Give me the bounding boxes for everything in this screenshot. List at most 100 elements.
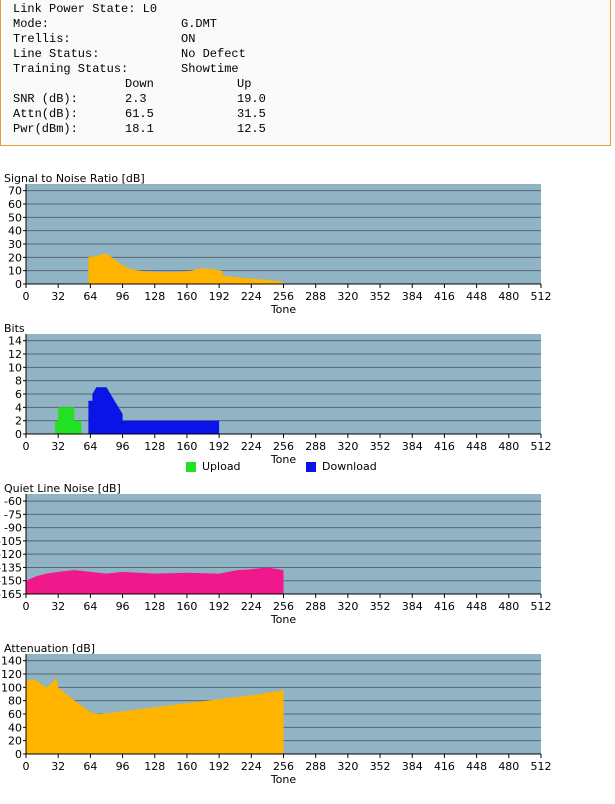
- y-tick-label: 0: [15, 428, 22, 441]
- noise-chart-title: Quiet Line Noise [dB]: [4, 482, 121, 495]
- metric-label: Pwr(dBm):: [13, 122, 78, 136]
- x-tick-label: 256: [273, 760, 294, 773]
- y-tick-label: -75: [4, 508, 22, 521]
- status-label: Link Power State: L0: [13, 2, 158, 16]
- x-tick-label: 320: [337, 760, 358, 773]
- x-tick-label: 416: [434, 290, 455, 303]
- y-tick-label: 10: [8, 361, 22, 374]
- x-axis-label: Tone: [270, 453, 297, 466]
- x-tick-label: 0: [23, 290, 30, 303]
- x-tick-label: 256: [273, 290, 294, 303]
- x-tick-label: 32: [51, 440, 65, 453]
- status-label: Training Status:: [13, 62, 129, 76]
- x-tick-label: 384: [402, 290, 423, 303]
- series-area: [88, 253, 284, 284]
- x-tick-label: 128: [144, 600, 165, 613]
- x-tick-label: 96: [116, 600, 130, 613]
- y-tick-label: 0: [15, 278, 22, 291]
- x-tick-label: 64: [83, 760, 97, 773]
- series-area: [26, 677, 284, 754]
- x-axis-label: Tone: [270, 613, 297, 626]
- y-tick-label: 6: [15, 388, 22, 401]
- x-tick-label: 224: [241, 290, 262, 303]
- metric-up: 12.5: [237, 122, 266, 136]
- bits-chart-title: Bits: [4, 322, 25, 335]
- y-tick-label: -60: [4, 495, 22, 508]
- x-tick-label: 32: [51, 600, 65, 613]
- metric-down: 18.1: [125, 122, 154, 136]
- series-area: [26, 567, 284, 594]
- y-tick-label: 10: [8, 265, 22, 278]
- x-tick-label: 0: [23, 600, 30, 613]
- x-tick-label: 352: [370, 440, 391, 453]
- x-tick-label: 0: [23, 760, 30, 773]
- x-tick-label: 0: [23, 440, 30, 453]
- y-tick-label: -150: [0, 575, 22, 588]
- x-tick-label: 512: [531, 760, 552, 773]
- metric-up: 31.5: [237, 107, 266, 121]
- status-value: Showtime: [181, 62, 239, 76]
- x-tick-label: 160: [176, 760, 197, 773]
- x-tick-label: 416: [434, 760, 455, 773]
- y-tick-label: 40: [8, 721, 22, 734]
- x-tick-label: 224: [241, 760, 262, 773]
- x-tick-label: 448: [466, 440, 487, 453]
- x-tick-label: 96: [116, 440, 130, 453]
- x-tick-label: 128: [144, 290, 165, 303]
- status-label: Line Status:: [13, 47, 100, 61]
- x-tick-label: 192: [209, 600, 230, 613]
- x-tick-label: 320: [337, 440, 358, 453]
- legend-download-swatch: [306, 461, 316, 472]
- x-tick-label: 352: [370, 600, 391, 613]
- status-value: G.DMT: [181, 17, 218, 31]
- x-tick-label: 480: [498, 600, 519, 613]
- x-tick-label: 288: [305, 760, 326, 773]
- y-tick-label: 80: [8, 695, 22, 708]
- x-tick-label: 512: [531, 440, 552, 453]
- col-down-header: Down: [125, 77, 154, 91]
- snr-chart-title: Signal to Noise Ratio [dB]: [4, 172, 145, 185]
- x-tick-label: 256: [273, 440, 294, 453]
- x-tick-label: 160: [176, 290, 197, 303]
- x-tick-label: 448: [466, 600, 487, 613]
- y-tick-label: 140: [1, 655, 22, 668]
- status-label: Trellis:: [13, 32, 71, 46]
- x-axis-label: Tone: [270, 773, 297, 786]
- status-value: No Defect: [181, 47, 246, 61]
- y-tick-label: -135: [0, 561, 22, 574]
- series-area: [88, 387, 220, 434]
- legend-download-label: Download: [322, 460, 377, 473]
- x-tick-label: 352: [370, 760, 391, 773]
- x-tick-label: 128: [144, 760, 165, 773]
- legend-upload-swatch: [186, 461, 196, 472]
- x-tick-label: 416: [434, 600, 455, 613]
- x-tick-label: 96: [116, 290, 130, 303]
- col-up-header: Up: [237, 77, 252, 91]
- y-tick-label: -165: [0, 588, 22, 601]
- y-tick-label: 20: [8, 735, 22, 748]
- y-tick-label: -120: [0, 548, 22, 561]
- x-axis-label: Tone: [270, 303, 297, 316]
- y-tick-label: 4: [15, 401, 22, 414]
- y-tick-label: -105: [0, 535, 22, 548]
- y-tick-label: 20: [8, 251, 22, 264]
- legend-upload-label: Upload: [202, 460, 241, 473]
- y-tick-label: 12: [8, 348, 22, 361]
- metric-up: 19.0: [237, 92, 266, 106]
- x-tick-label: 192: [209, 290, 230, 303]
- y-tick-label: 40: [8, 225, 22, 238]
- x-tick-label: 384: [402, 440, 423, 453]
- x-tick-label: 512: [531, 290, 552, 303]
- x-tick-label: 32: [51, 290, 65, 303]
- series-area: [55, 407, 82, 434]
- x-tick-label: 96: [116, 760, 130, 773]
- legend-upload: Upload: [186, 460, 241, 473]
- x-tick-label: 288: [305, 290, 326, 303]
- x-tick-label: 480: [498, 760, 519, 773]
- metric-label: SNR (dB):: [13, 92, 78, 106]
- y-tick-label: 60: [8, 198, 22, 211]
- x-tick-label: 32: [51, 760, 65, 773]
